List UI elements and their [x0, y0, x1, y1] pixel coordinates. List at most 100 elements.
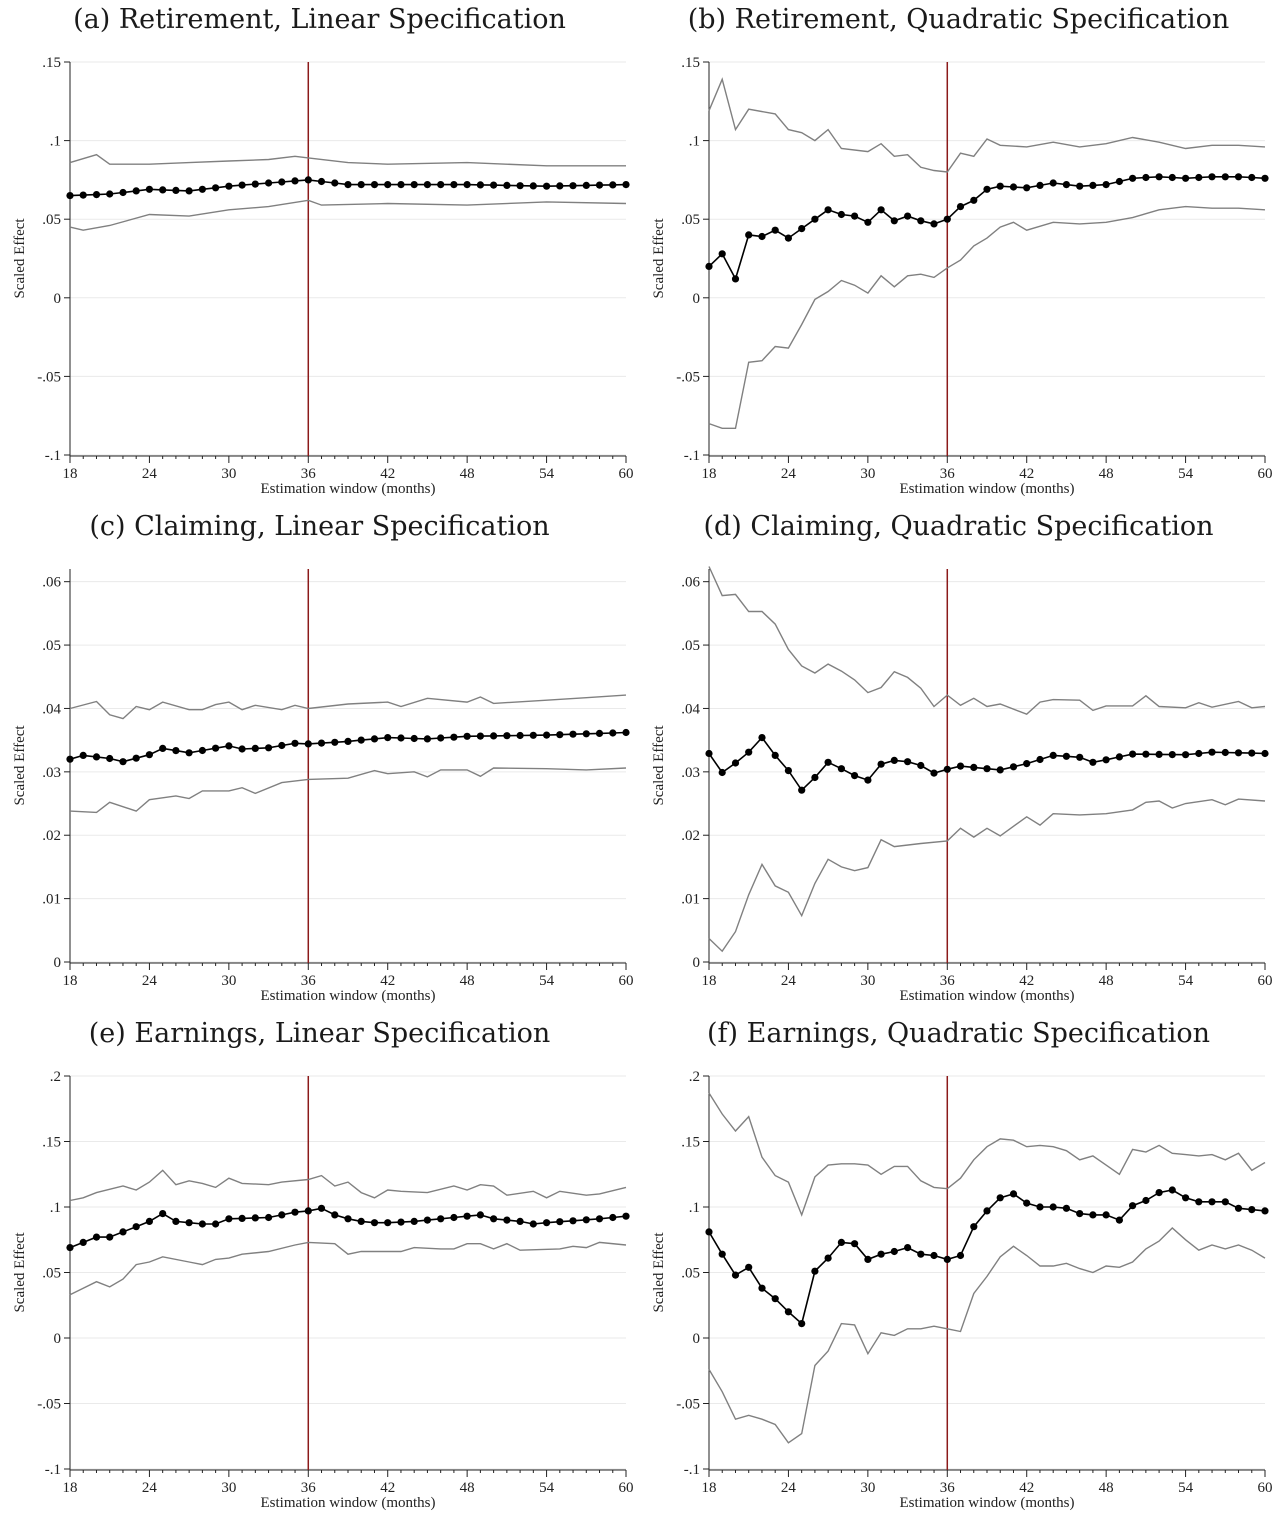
estimate-point — [556, 182, 564, 190]
x-tick-label: 42 — [1019, 1480, 1034, 1496]
estimate-point — [1182, 174, 1190, 182]
x-tick-label: 30 — [221, 973, 236, 989]
estimate-point — [718, 250, 726, 258]
y-tick-label: .03 — [681, 765, 700, 781]
estimate-point — [996, 1194, 1004, 1202]
x-tick-label: 42 — [380, 1480, 395, 1496]
estimate-point — [529, 182, 537, 190]
estimate-point — [784, 234, 792, 242]
estimate-point — [983, 765, 991, 773]
estimate-point — [622, 181, 630, 189]
y-tick-label: -.05 — [37, 1397, 61, 1413]
ci-lower-line — [708, 205, 1266, 429]
estimate-point — [758, 734, 766, 742]
estimate-point — [331, 738, 339, 746]
x-tick-label: 30 — [860, 466, 875, 482]
estimate-point — [291, 177, 299, 185]
x-tick-label: 54 — [1178, 466, 1194, 482]
estimate-point — [930, 220, 938, 228]
x-tick-label: 36 — [940, 973, 956, 989]
ci-lower-line — [708, 798, 1266, 953]
estimate-point — [437, 1215, 445, 1223]
y-tick-label: .15 — [681, 55, 700, 71]
estimate-point — [370, 181, 379, 189]
estimate-point — [837, 1238, 845, 1246]
estimate-point — [344, 181, 352, 189]
x-tick-label: 48 — [1099, 973, 1114, 989]
estimate-point — [569, 730, 577, 738]
estimate-point — [1076, 1210, 1084, 1218]
y-tick-label: .04 — [42, 701, 61, 717]
estimate-point — [106, 190, 114, 198]
estimate-point — [718, 768, 726, 777]
x-axis-title: Estimation window (months) — [900, 988, 1075, 1004]
estimate-point — [503, 1216, 511, 1224]
estimate-point — [983, 1207, 991, 1215]
y-tick-label: .04 — [681, 701, 700, 717]
estimate-point — [970, 763, 978, 771]
chart-svg: -.1 -.05 0 .05 .1 .15 .2 18 24 30 36 42 48 54 60 Estima… — [12, 1069, 634, 1511]
estimate-point — [970, 196, 978, 204]
estimate-point — [1195, 173, 1203, 182]
estimate-point — [956, 762, 965, 770]
estimate-point — [344, 737, 352, 745]
estimate-point — [132, 1223, 140, 1231]
estimate-point — [1208, 1198, 1216, 1206]
estimate-point — [66, 192, 74, 200]
panel-title: (a) Retirement, Linear Specification — [73, 4, 566, 35]
estimate-point — [225, 742, 233, 750]
estimate-point — [437, 734, 445, 742]
x-tick-label: 54 — [539, 466, 555, 482]
estimate-point — [1142, 1196, 1150, 1205]
y-tick-label: .15 — [681, 1135, 700, 1151]
estimate-point — [212, 744, 220, 752]
estimate-point — [159, 186, 167, 194]
y-axis-title: Scaled Effect — [12, 725, 28, 806]
estimate-point — [731, 275, 740, 283]
estimate-point — [543, 1219, 551, 1227]
ci-lower-line — [69, 199, 627, 231]
estimate-point — [1062, 1204, 1070, 1212]
estimate-point — [145, 1217, 153, 1225]
estimate-point — [930, 1251, 938, 1260]
estimate-point — [423, 735, 431, 743]
estimate-point — [225, 1215, 233, 1223]
estimate-point — [92, 753, 101, 761]
estimate-point — [490, 1215, 498, 1223]
y-tick-label: -.05 — [676, 369, 700, 385]
panel-e: (e) Earnings, Linear Specification -.1 -.… — [0, 1014, 639, 1521]
estimate-point — [595, 181, 604, 189]
estimate-point — [1142, 173, 1150, 182]
panel-f: (f) Earnings, Quadratic Specification -.… — [639, 1014, 1278, 1521]
x-tick-label: 36 — [940, 1480, 956, 1496]
estimate-point — [1155, 173, 1163, 181]
estimate-point — [943, 1255, 951, 1263]
estimate-point — [384, 181, 392, 189]
estimate-point — [185, 749, 193, 757]
x-tick-label: 42 — [1019, 973, 1034, 989]
estimate-line — [69, 731, 627, 763]
estimate-point — [1036, 1203, 1044, 1211]
estimate-point — [172, 186, 180, 194]
x-tick-label: 30 — [860, 1480, 875, 1496]
estimate-point — [384, 1219, 392, 1227]
estimate-point — [864, 218, 872, 226]
x-tick-label: 60 — [1258, 973, 1273, 989]
y-tick-label: .06 — [681, 575, 700, 591]
ci-lower-line — [69, 767, 627, 814]
estimate-point — [317, 739, 326, 747]
estimate-point — [490, 732, 498, 740]
x-tick-label: 60 — [619, 1480, 634, 1496]
estimate-point — [851, 212, 859, 220]
estimate-point — [890, 217, 898, 225]
estimate-point — [705, 749, 713, 758]
estimate-point — [172, 747, 180, 755]
estimate-point — [265, 744, 273, 752]
estimate-point — [410, 1217, 418, 1225]
estimate-point — [1049, 751, 1057, 759]
estimate-point — [569, 182, 577, 190]
estimate-point — [92, 191, 101, 199]
estimate-point — [705, 262, 713, 270]
ci-upper-line — [708, 77, 1266, 173]
estimate-point — [1115, 1216, 1123, 1224]
